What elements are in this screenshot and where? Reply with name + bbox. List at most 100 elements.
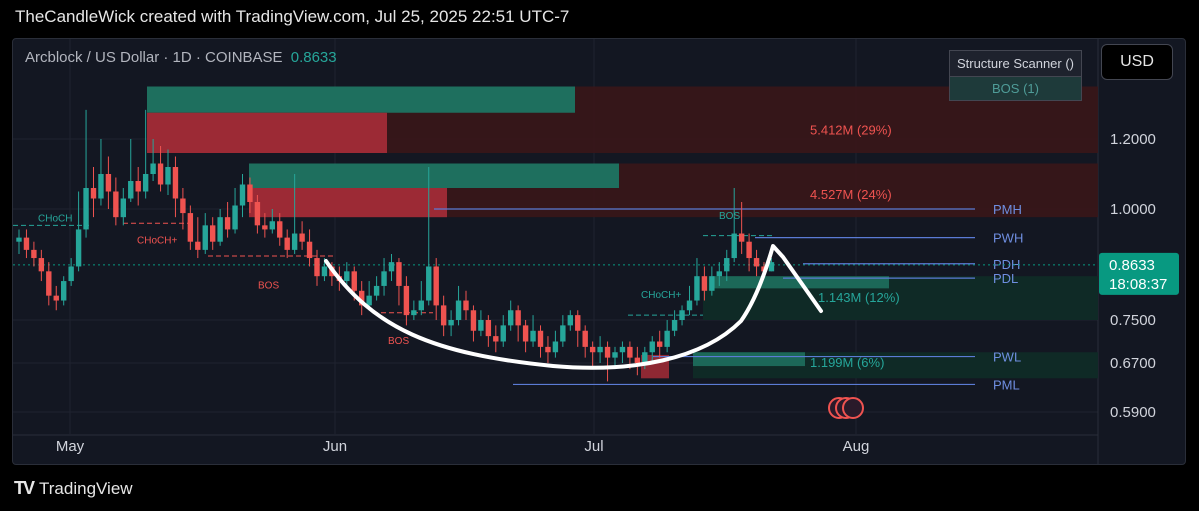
candle-body: [411, 310, 417, 316]
y-tick-label: 0.6700: [1110, 355, 1156, 372]
candle-body: [701, 276, 708, 291]
candle-body: [448, 320, 454, 326]
candle-body: [508, 310, 514, 326]
candle-body: [113, 191, 119, 218]
volume-zone: [249, 163, 619, 188]
candle-body: [493, 336, 499, 342]
candle-body: [224, 217, 231, 230]
structure-label: CHoCH: [38, 213, 72, 224]
candle-body: [299, 233, 305, 242]
candle-body: [16, 237, 22, 242]
level-label-pdl: PDL: [993, 271, 1018, 286]
candle-body: [344, 271, 350, 282]
scanner-title[interactable]: Structure Scanner (): [949, 50, 1082, 77]
tradingview-logo-icon: TV: [14, 478, 35, 498]
structure-label: CHoCH+: [641, 290, 681, 301]
symbol-title: Arcblock / US Dollar · 1D · COINBASE 0.8…: [25, 49, 337, 66]
candle-body: [217, 217, 223, 242]
candlestick-chart[interactable]: 5.412M (29%) 4.527M (24%) 1.143M (12%) 1.19…: [13, 39, 1185, 464]
candle-body: [172, 167, 179, 199]
candle-body: [68, 266, 74, 282]
candle-body: [694, 276, 700, 301]
candle-body: [455, 300, 462, 320]
candle-body: [83, 188, 89, 230]
candle-body: [738, 233, 745, 242]
candle-body: [649, 341, 655, 353]
candle-body: [716, 271, 722, 277]
candle-body: [38, 258, 45, 272]
candle-body: [597, 346, 603, 353]
candle-body: [210, 225, 216, 242]
candle-body: [724, 258, 730, 272]
candle-body: [433, 266, 439, 306]
candle-body: [686, 300, 693, 311]
candle-body: [709, 276, 715, 291]
candle-body: [403, 285, 410, 316]
candle-body: [53, 295, 59, 301]
cup-pattern-curve: [324, 244, 823, 370]
candle-body: [522, 325, 529, 342]
candle-body: [366, 295, 372, 306]
candle-body: [120, 198, 126, 218]
candle-body: [485, 320, 492, 337]
candle-body: [545, 346, 551, 353]
candle-body: [291, 233, 298, 250]
volume-zone: [693, 352, 805, 367]
candle-body: [46, 271, 52, 296]
price-tag-box: [1099, 252, 1179, 295]
candle-body: [768, 262, 775, 272]
candle-body: [150, 163, 156, 174]
level-label-pmh: PMH: [993, 202, 1022, 217]
candle-body: [351, 271, 357, 291]
level-label-pwl: PWL: [993, 350, 1021, 365]
volume-zone: [147, 112, 387, 153]
candle-body: [604, 346, 611, 358]
candle-body: [418, 300, 424, 311]
candle-body: [277, 221, 283, 238]
candle-body: [642, 352, 648, 363]
candle-body: [440, 305, 447, 326]
candle-body: [187, 213, 194, 242]
y-tick-label: 1.2000: [1110, 131, 1156, 148]
structure-scanner-panel[interactable]: Structure Scanner () BOS (1): [949, 50, 1082, 101]
candle-body: [61, 281, 67, 301]
candle-body: [426, 266, 432, 301]
candle-body: [157, 163, 164, 185]
candle-body: [247, 184, 253, 202]
candle-body: [306, 241, 313, 259]
footer-branding: TV TradingView: [14, 478, 133, 499]
candle-body: [575, 315, 581, 331]
volume-zone: [249, 188, 447, 218]
candle-body: [23, 237, 30, 250]
candle-body: [195, 241, 201, 250]
candle-body: [142, 174, 149, 192]
candle-body: [753, 258, 760, 267]
candle-body: [671, 320, 678, 331]
candle-body: [232, 205, 238, 230]
candle-body: [388, 262, 395, 272]
volume-zone-label: 1.199M (6%): [810, 355, 884, 370]
candle-body: [627, 346, 633, 358]
candle-body: [731, 233, 737, 259]
currency-button[interactable]: USD: [1101, 44, 1173, 80]
x-tick-label: Jul: [584, 438, 603, 455]
y-tick-label: 0.7500: [1110, 312, 1156, 329]
footer-brand: TradingView: [39, 478, 133, 498]
candle-body: [679, 310, 685, 320]
candle-body: [530, 330, 536, 342]
candle-body: [746, 241, 752, 259]
candle-body: [537, 330, 544, 347]
structure-label: CHoCH+: [137, 236, 177, 247]
candle-body: [567, 315, 573, 326]
candle-body: [75, 229, 82, 267]
structure-label: BOS: [388, 336, 409, 347]
candle-body: [90, 188, 97, 199]
candle-body: [582, 330, 588, 347]
chart-panel[interactable]: 5.412M (29%) 4.527M (24%) 1.143M (12%) 1.19…: [12, 38, 1186, 465]
us-flag-event-icon: [842, 397, 864, 419]
volume-zone-label: 5.412M (29%): [810, 122, 892, 137]
candle-body: [202, 225, 208, 250]
candle-body: [552, 341, 559, 353]
candle-body: [254, 202, 261, 226]
volume-zone-label: 1.143M (12%): [818, 290, 900, 305]
